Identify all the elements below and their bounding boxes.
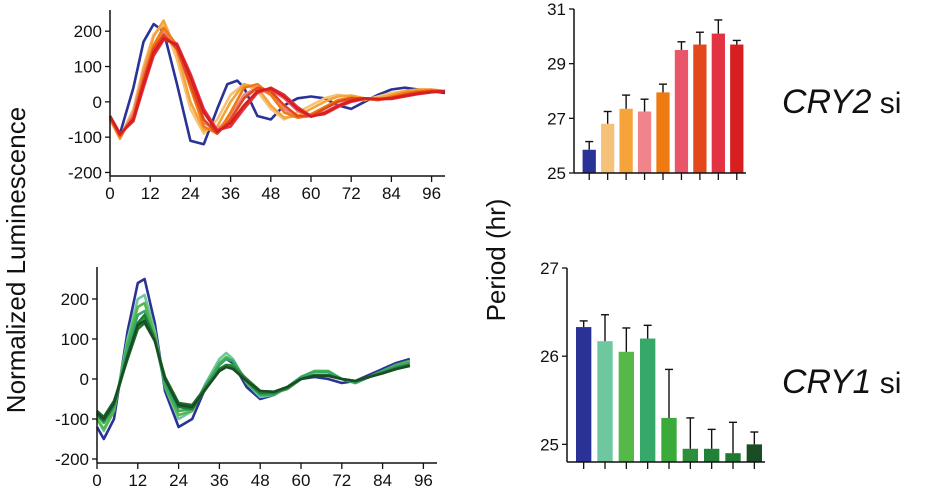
y-tick-label: 0 bbox=[80, 370, 89, 389]
x-tick-label: 60 bbox=[292, 471, 311, 490]
y-tick-label: -100 bbox=[68, 128, 102, 147]
series-line-2-4 bbox=[96, 317, 411, 421]
x-tick-label: 72 bbox=[332, 471, 351, 490]
x-tick-label: 24 bbox=[169, 471, 188, 490]
x-tick-label: 24 bbox=[181, 184, 200, 203]
bar-1-2 bbox=[619, 108, 633, 173]
bar-3-0 bbox=[575, 327, 592, 462]
series-line-0-6 bbox=[108, 33, 445, 137]
series-line-2-3 bbox=[96, 309, 411, 425]
x-tick-label: 60 bbox=[302, 184, 321, 203]
series-line-2-7 bbox=[96, 319, 411, 423]
cry2-si-suffix: si bbox=[871, 87, 901, 120]
y-tick-label: 100 bbox=[61, 330, 89, 349]
series-line-0-7 bbox=[108, 38, 446, 135]
x-tick-label: 12 bbox=[128, 471, 147, 490]
cry1-si-label: CRY1 si bbox=[782, 363, 901, 401]
x-tick-label: 48 bbox=[261, 184, 280, 203]
x-tick-label: 48 bbox=[251, 471, 270, 490]
bar-3-6 bbox=[703, 448, 720, 462]
bottom-luminescence-plot: -200 -100 0 100 200 0 12 24 36 48 60 72 84 96 bbox=[55, 267, 437, 490]
bar-1-8 bbox=[730, 44, 744, 174]
y-tick-label: -100 bbox=[55, 410, 89, 429]
right-shared-ylabel: Period (hr) bbox=[481, 199, 511, 322]
left-shared-ylabel: Normalized Luminescence bbox=[1, 107, 31, 413]
bar-3-8 bbox=[746, 444, 763, 462]
series-line-0-5 bbox=[108, 35, 446, 137]
cry1-si-suffix: si bbox=[871, 367, 901, 400]
x-tick-label: 12 bbox=[141, 184, 160, 203]
y-tick-label: -200 bbox=[55, 450, 89, 469]
x-tick-label: 36 bbox=[210, 471, 229, 490]
bar-3-4 bbox=[661, 417, 677, 462]
bar-3-5 bbox=[682, 448, 699, 462]
y-tick-label: 27 bbox=[540, 259, 559, 278]
top-luminescence-plot: -200 -100 0 100 200 0 12 24 36 48 60 72 84 96 bbox=[68, 10, 446, 203]
bar-3-7 bbox=[725, 453, 741, 462]
bottom-period-bar-chart: 25 26 27 bbox=[540, 259, 765, 469]
series-line-0-8 bbox=[108, 37, 446, 136]
top-period-bar-chart: 25 27 29 31 bbox=[547, 0, 746, 183]
bar-1-4 bbox=[656, 92, 670, 173]
series-line-2-6 bbox=[96, 321, 411, 419]
series-line-2-5 bbox=[96, 313, 411, 421]
x-tick-label: 84 bbox=[373, 471, 392, 490]
bar-1-6 bbox=[693, 44, 707, 174]
y-tick-label: -200 bbox=[68, 163, 102, 182]
y-tick-label: 200 bbox=[61, 290, 89, 309]
series-line-2-8 bbox=[96, 319, 411, 421]
x-tick-label: 72 bbox=[342, 184, 361, 203]
y-tick-label: 200 bbox=[74, 22, 102, 41]
y-tick-label: 29 bbox=[547, 55, 566, 74]
cry1-gene-label: CRY1 bbox=[782, 363, 871, 401]
y-tick-label: 100 bbox=[74, 58, 102, 77]
bar-1-5 bbox=[674, 50, 689, 173]
series-line-0-2 bbox=[108, 19, 446, 141]
y-tick-label: 26 bbox=[540, 347, 559, 366]
x-tick-label: 36 bbox=[221, 184, 240, 203]
x-tick-label: 96 bbox=[414, 471, 433, 490]
x-tick-label: 0 bbox=[92, 471, 101, 490]
y-tick-label: 31 bbox=[547, 0, 566, 19]
y-tick-label: 0 bbox=[93, 93, 102, 112]
y-tick-label: 25 bbox=[547, 164, 566, 183]
x-tick-label: 84 bbox=[382, 184, 401, 203]
x-tick-label: 96 bbox=[422, 184, 441, 203]
bar-3-1 bbox=[597, 341, 613, 462]
bar-3-3 bbox=[639, 338, 656, 462]
bar-1-0 bbox=[582, 149, 596, 173]
bar-1-1 bbox=[601, 123, 615, 173]
bar-1-3 bbox=[637, 111, 652, 173]
y-tick-label: 27 bbox=[547, 109, 566, 128]
bar-3-2 bbox=[618, 351, 635, 462]
bar-1-7 bbox=[711, 33, 725, 173]
x-tick-label: 0 bbox=[105, 184, 114, 203]
y-tick-label: 25 bbox=[540, 435, 559, 454]
cry2-gene-label: CRY2 bbox=[782, 83, 872, 121]
cry2-si-label: CRY2 si bbox=[782, 83, 901, 121]
